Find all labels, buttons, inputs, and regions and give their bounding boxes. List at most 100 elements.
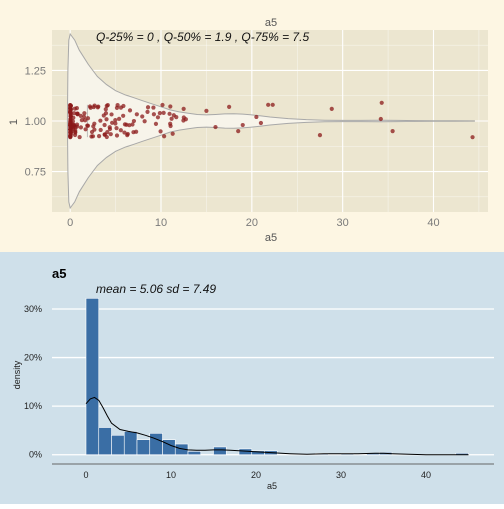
data-point [145, 109, 150, 114]
data-point [114, 126, 119, 131]
data-point [470, 135, 475, 140]
data-point [151, 105, 156, 110]
data-point [181, 115, 186, 120]
data-point [125, 133, 130, 138]
data-point [102, 122, 107, 128]
data-point [227, 104, 232, 109]
data-point [168, 104, 173, 109]
histogram-chart-panel: 0 10 20 30 40 0% 10% 20% 30% a5 mean = 5.06 sd … [0, 252, 504, 504]
data-point [181, 118, 186, 123]
data-point [236, 129, 241, 134]
data-point [131, 118, 137, 124]
data-point [68, 131, 73, 136]
x-tick-label: 30 [336, 470, 346, 480]
data-point [378, 116, 383, 122]
data-point [114, 133, 120, 138]
data-point [79, 118, 84, 123]
histogram-bar [136, 439, 151, 456]
data-point [118, 105, 124, 110]
data-point [162, 134, 167, 139]
histogram-bar [162, 439, 176, 456]
violin-chart-panel: 0 10 20 30 40 0.75 1.00 1.25 a5 Q-25% = 0 , Q-… [0, 0, 504, 252]
data-point [104, 117, 109, 122]
data-point [117, 116, 122, 121]
data-point [71, 115, 76, 120]
data-point [74, 105, 79, 111]
data-point [127, 123, 132, 128]
data-point [83, 118, 88, 123]
data-point [134, 112, 139, 117]
violin-chart: 0 10 20 30 40 0.75 1.00 1.25 a5 Q-25% = 0 , Q-… [8, 17, 488, 244]
data-point [89, 129, 95, 135]
y-tick-label: 10% [24, 401, 42, 411]
x-tick-label: 10 [155, 217, 167, 229]
data-point [77, 134, 82, 140]
data-point [118, 128, 123, 133]
histogram-bar [174, 443, 189, 456]
data-point [167, 111, 172, 116]
data-point [87, 104, 93, 109]
histogram-bars [85, 298, 469, 456]
data-point [68, 110, 73, 115]
data-point [96, 134, 102, 139]
data-point [113, 118, 118, 123]
data-point [75, 112, 80, 117]
histogram-bar [213, 446, 227, 456]
x-tick-label: 0 [67, 217, 73, 229]
x-tick-label: 10 [166, 470, 176, 480]
data-point [254, 114, 259, 120]
data-point [240, 122, 245, 128]
data-point [90, 134, 96, 139]
data-point [109, 112, 114, 117]
histogram-bar [111, 434, 125, 456]
data-point [113, 121, 118, 126]
quartile-annotation: Q-25% = 0 , Q-50% = 1.9 , Q-75% = 7.5 [96, 30, 309, 44]
data-point [122, 130, 127, 135]
data-point [204, 108, 209, 113]
x-axis-label: a5 [265, 232, 277, 244]
density-curve [85, 396, 469, 456]
data-point [169, 116, 174, 121]
data-point [70, 127, 76, 132]
data-point [390, 129, 395, 134]
data-point [83, 127, 88, 132]
data-point [168, 123, 173, 129]
x-tick-label: 20 [251, 470, 261, 480]
data-point [98, 127, 103, 133]
x-tick-label: 40 [427, 217, 439, 229]
data-point [78, 125, 84, 130]
data-point [103, 107, 108, 112]
y-tick-labels: 0% 10% 20% 30% [24, 304, 42, 460]
data-point [91, 124, 96, 129]
data-point [130, 122, 135, 127]
data-point [142, 119, 147, 124]
data-point [73, 130, 78, 135]
histogram-chart: 0 10 20 30 40 0% 10% 20% 30% a5 mean = 5.06 sd … [12, 266, 494, 491]
data-point [134, 129, 139, 134]
data-point [105, 103, 110, 108]
data-point [181, 106, 186, 111]
histogram-bar [123, 431, 138, 456]
data-point [266, 102, 271, 107]
data-point [108, 132, 113, 137]
stats-annotation: mean = 5.06 sd = 7.49 [96, 282, 216, 296]
data-point [174, 115, 179, 120]
data-point [70, 119, 75, 124]
data-point [158, 129, 163, 134]
x-tick-labels: 0 10 20 30 40 [83, 470, 431, 480]
y-tick-labels: 0.75 1.00 1.25 [25, 65, 46, 178]
x-axis-label: a5 [267, 481, 277, 491]
grid-lines [52, 308, 494, 456]
jitter-points [68, 100, 475, 140]
data-point [317, 133, 323, 138]
histogram-bar [187, 451, 202, 456]
data-point [68, 103, 73, 108]
data-point [95, 105, 100, 110]
violin-shape [66, 32, 475, 210]
data-point [140, 114, 145, 119]
data-point [115, 103, 120, 108]
data-point [151, 112, 157, 117]
y-axis-label: density [12, 360, 22, 389]
y-tick-label: 1.00 [25, 116, 46, 128]
data-point [105, 130, 110, 135]
